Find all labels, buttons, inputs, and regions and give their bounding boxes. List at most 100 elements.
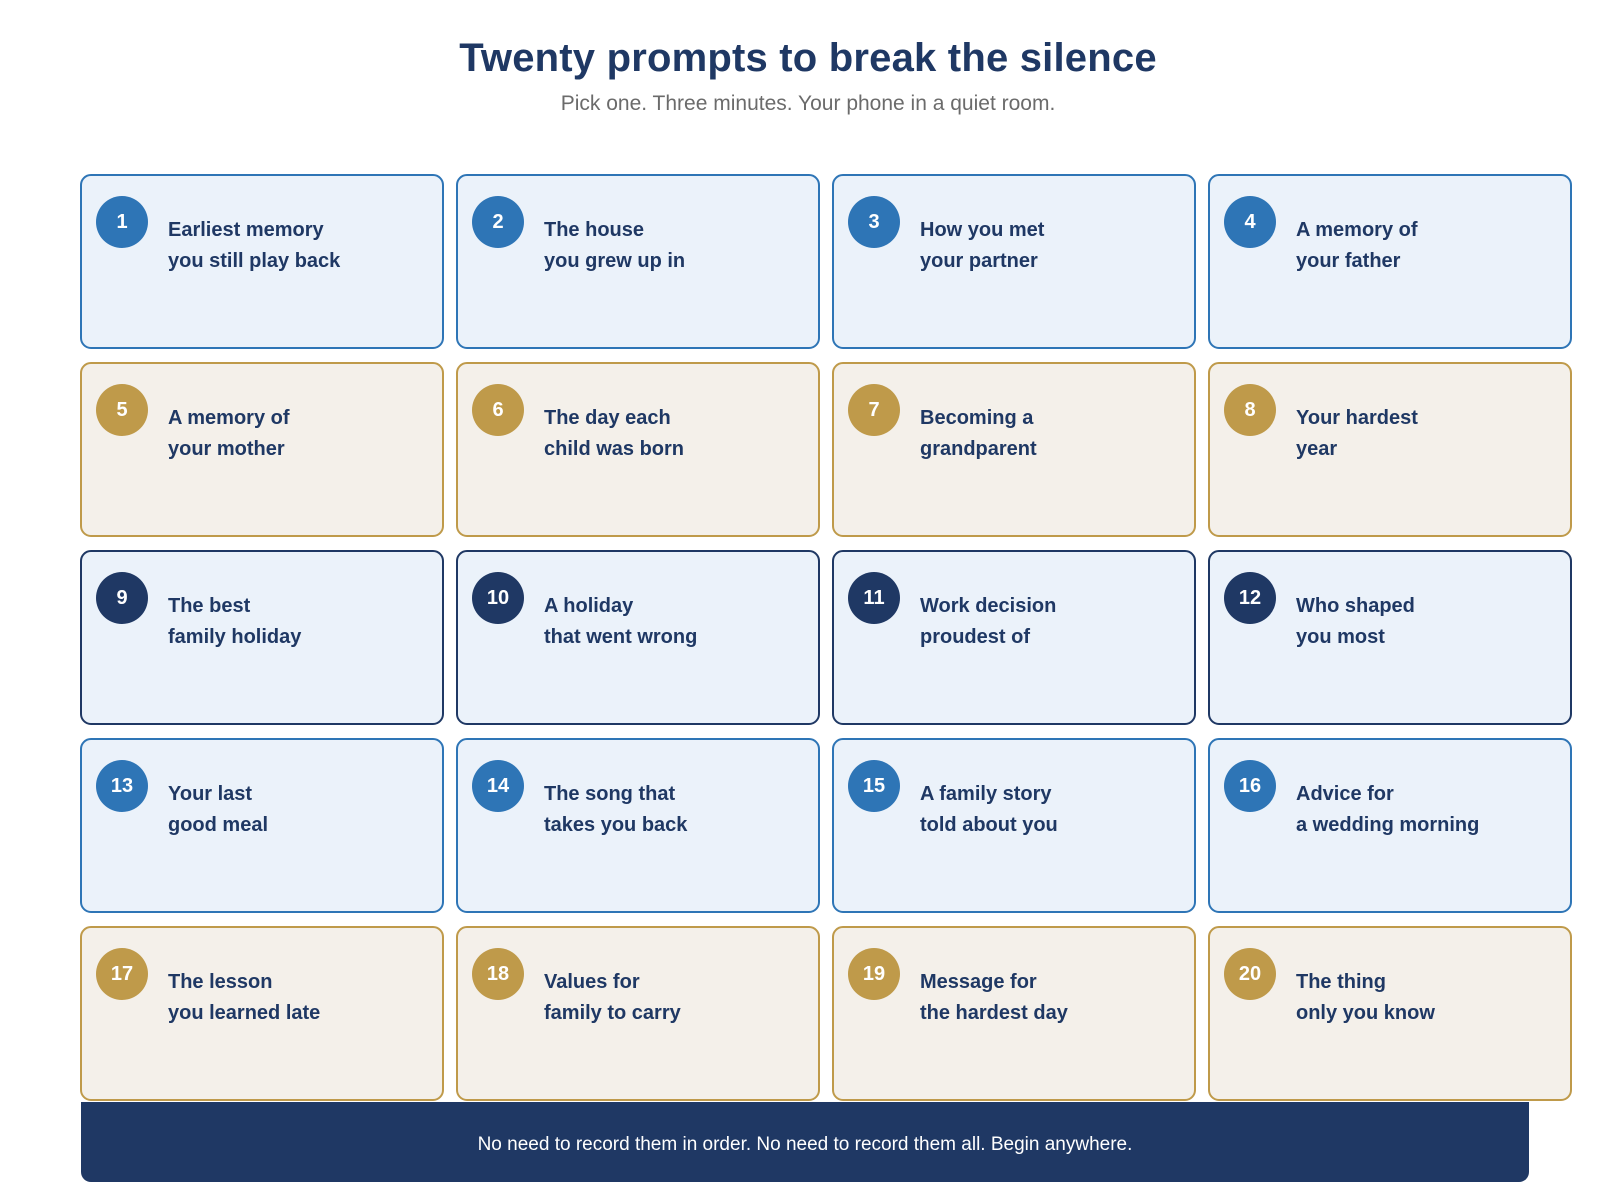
prompt-text: Your last good meal: [168, 779, 432, 841]
prompt-line: Becoming a: [920, 407, 1034, 429]
prompt-number-badge: 9: [96, 572, 148, 624]
prompt-line: proudest of: [920, 626, 1030, 648]
prompt-line: Your hardest: [1296, 407, 1418, 429]
prompt-line: Work decision: [920, 595, 1057, 617]
prompt-line: you still play back: [168, 250, 341, 272]
prompt-line: only you know: [1296, 1002, 1435, 1024]
prompt-number-badge: 7: [848, 384, 900, 436]
page-title: Twenty prompts to break the silence: [459, 36, 1157, 80]
prompt-card[interactable]: 13 Your last good meal: [80, 738, 444, 913]
prompt-line: family to carry: [544, 1002, 681, 1024]
prompt-text: Who shaped you most: [1296, 591, 1560, 653]
prompt-line: A holiday: [544, 595, 634, 617]
prompt-line: A memory of: [168, 407, 290, 429]
prompt-line: a wedding morning: [1296, 814, 1480, 836]
prompt-text: A memory of your mother: [168, 403, 432, 465]
prompt-line: The day each: [544, 407, 671, 429]
prompt-card[interactable]: 12 Who shaped you most: [1208, 550, 1572, 725]
prompt-line: A family story: [920, 783, 1052, 805]
prompt-line: child was born: [544, 438, 685, 460]
prompt-card[interactable]: 2 The house you grew up in: [456, 174, 820, 349]
prompt-card[interactable]: 4 A memory of your father: [1208, 174, 1572, 349]
prompt-text: A family story told about you: [920, 779, 1184, 841]
prompt-card[interactable]: 20 The thing only you know: [1208, 926, 1572, 1101]
prompt-card[interactable]: 16 Advice for a wedding morning: [1208, 738, 1572, 913]
prompt-text: How you met your partner: [920, 215, 1184, 277]
prompt-text: Becoming a grandparent: [920, 403, 1184, 465]
footer-banner: No need to record them in order. No need…: [81, 1102, 1529, 1182]
prompt-line: Message for: [920, 971, 1037, 993]
prompt-text: Values for family to carry: [544, 967, 808, 1029]
prompt-line: Values for: [544, 971, 640, 993]
prompt-card[interactable]: 14 The song that takes you back: [456, 738, 820, 913]
prompt-line: How you met: [920, 219, 1045, 241]
prompt-number-badge: 16: [1224, 760, 1276, 812]
prompt-text: Advice for a wedding morning: [1296, 779, 1560, 841]
prompt-line: told about you: [920, 814, 1058, 836]
prompt-text: A memory of your father: [1296, 215, 1560, 277]
prompt-line: grandparent: [920, 438, 1037, 460]
prompt-card[interactable]: 15 A family story told about you: [832, 738, 1196, 913]
prompt-card[interactable]: 11 Work decision proudest of: [832, 550, 1196, 725]
prompt-card[interactable]: 1 Earliest memory you still play back: [80, 174, 444, 349]
prompt-number-badge: 3: [848, 196, 900, 248]
prompt-number-badge: 6: [472, 384, 524, 436]
prompt-text: Your hardest year: [1296, 403, 1560, 465]
prompt-card[interactable]: 10 A holiday that went wrong: [456, 550, 820, 725]
prompt-number-badge: 5: [96, 384, 148, 436]
prompt-line: you grew up in: [544, 250, 686, 272]
prompt-line: Who shaped: [1296, 595, 1415, 617]
prompt-number-badge: 20: [1224, 948, 1276, 1000]
prompt-card[interactable]: 7 Becoming a grandparent: [832, 362, 1196, 537]
prompt-grid: 1 Earliest memory you still play back 2 …: [80, 174, 1574, 1101]
prompt-number-badge: 19: [848, 948, 900, 1000]
prompt-line: your mother: [168, 438, 285, 460]
prompt-card[interactable]: 8 Your hardest year: [1208, 362, 1572, 537]
prompt-line: The house: [544, 219, 645, 241]
prompt-card[interactable]: 9 The best family holiday: [80, 550, 444, 725]
prompt-text: Earliest memory you still play back: [168, 215, 432, 277]
prompt-line: The best: [168, 595, 251, 617]
prompt-line: The lesson: [168, 971, 273, 993]
prompt-line: your father: [1296, 250, 1401, 272]
prompt-text: The house you grew up in: [544, 215, 808, 277]
prompt-number-badge: 2: [472, 196, 524, 248]
prompt-number-badge: 4: [1224, 196, 1276, 248]
footer-text: No need to record them in order. No need…: [477, 1134, 1133, 1155]
prompt-line: family holiday: [168, 626, 302, 648]
prompt-text: The best family holiday: [168, 591, 432, 653]
prompt-line: the hardest day: [920, 1002, 1068, 1024]
prompt-text: Message for the hardest day: [920, 967, 1184, 1029]
prompt-number-badge: 18: [472, 948, 524, 1000]
prompt-line: your partner: [920, 250, 1038, 272]
prompt-line: year: [1296, 438, 1338, 460]
prompt-line: The thing: [1296, 971, 1386, 993]
prompt-line: good meal: [168, 814, 269, 836]
prompt-number-badge: 1: [96, 196, 148, 248]
prompt-text: Work decision proudest of: [920, 591, 1184, 653]
prompt-card[interactable]: 5 A memory of your mother: [80, 362, 444, 537]
page-subtitle: Pick one. Three minutes. Your phone in a…: [560, 92, 1056, 115]
prompt-card[interactable]: 3 How you met your partner: [832, 174, 1196, 349]
prompt-line: takes you back: [544, 814, 688, 836]
prompt-line: Your last: [168, 783, 253, 805]
prompt-text: The day each child was born: [544, 403, 808, 465]
prompt-number-badge: 8: [1224, 384, 1276, 436]
prompt-line: that went wrong: [544, 626, 698, 648]
prompt-card[interactable]: 6 The day each child was born: [456, 362, 820, 537]
prompt-card[interactable]: 18 Values for family to carry: [456, 926, 820, 1101]
prompt-number-badge: 11: [848, 572, 900, 624]
prompt-card[interactable]: 17 The lesson you learned late: [80, 926, 444, 1101]
prompt-text: The lesson you learned late: [168, 967, 432, 1029]
prompt-text: The thing only you know: [1296, 967, 1560, 1029]
prompt-number-badge: 12: [1224, 572, 1276, 624]
prompt-number-badge: 17: [96, 948, 148, 1000]
prompt-number-badge: 14: [472, 760, 524, 812]
prompt-text: The song that takes you back: [544, 779, 808, 841]
prompt-line: you learned late: [168, 1002, 321, 1024]
prompt-line: you most: [1296, 626, 1385, 648]
prompt-card[interactable]: 19 Message for the hardest day: [832, 926, 1196, 1101]
prompt-number-badge: 15: [848, 760, 900, 812]
prompt-text: A holiday that went wrong: [544, 591, 808, 653]
